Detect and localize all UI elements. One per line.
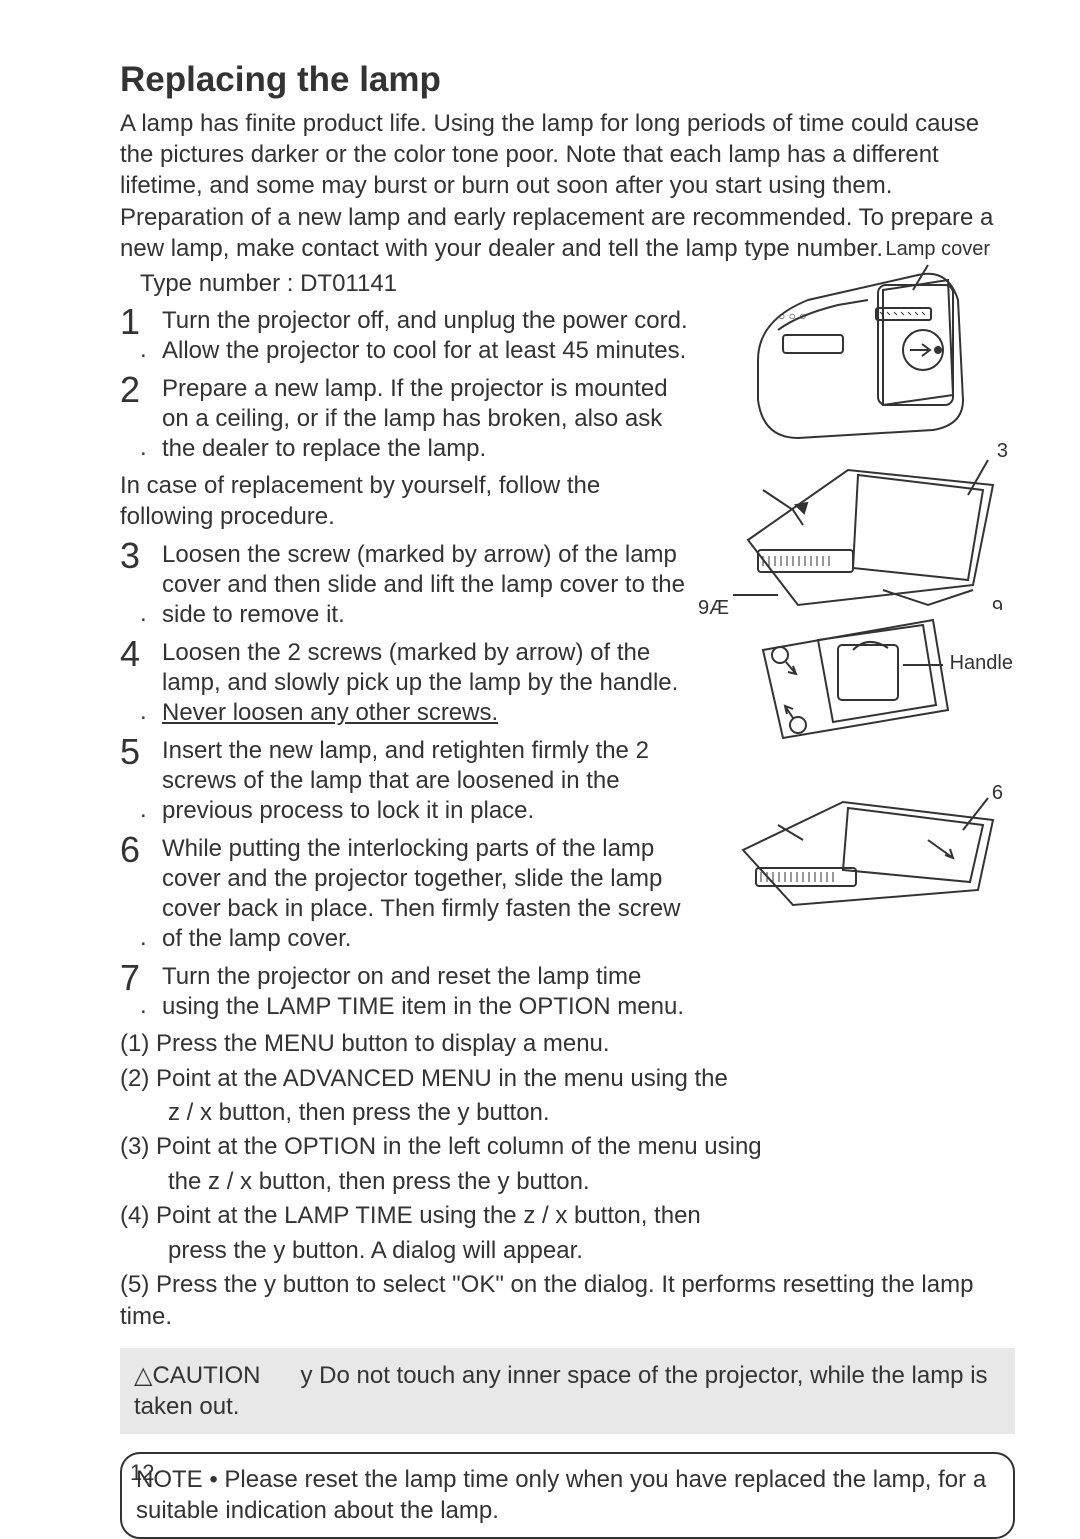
step-text: Prepare a new lamp. If the projector is … xyxy=(162,372,700,464)
step-number: 2 xyxy=(120,372,162,464)
steps-list-1: 1 Turn the projector off, and unplug the… xyxy=(120,304,700,464)
diagram-remove-cover: 3 9Æ 9 xyxy=(728,450,1008,615)
substep-2b: z / x button, then press the y button. xyxy=(120,1097,1000,1129)
diagram-lamp-cover: ○ ○ ○ xyxy=(748,260,1008,445)
step-text: Insert the new lamp, and retighten ﬁrmly… xyxy=(162,734,700,826)
step-number: 3 xyxy=(120,538,162,630)
step-number: 7 xyxy=(120,960,162,1022)
substep-1: (1) Press the MENU button to display a m… xyxy=(120,1028,1000,1060)
step-number: 6 xyxy=(120,832,162,954)
substep-3b: the z / x button, then press the y butto… xyxy=(120,1166,1000,1198)
diagram-lamp-handle: Handle xyxy=(738,610,1008,745)
step-number: 5 xyxy=(120,734,162,826)
step-1: 1 Turn the projector off, and unplug the… xyxy=(120,304,700,366)
step-text: Loosen the 2 screws (marked by arrow) of… xyxy=(162,636,700,728)
step-text: While putting the interlocking parts of … xyxy=(162,832,700,954)
step-number: 4 xyxy=(120,636,162,728)
substep-3a: (3) Point at the OPTION in the left colu… xyxy=(120,1131,1000,1163)
label-handle: Handle xyxy=(950,652,1013,675)
step-number: 1 xyxy=(120,304,162,366)
step-4-main: Loosen the 2 screws (marked by arrow) of… xyxy=(162,639,678,696)
step-3: 3 Loosen the screw (marked by arrow) of … xyxy=(120,538,700,630)
caution-box: △CAUTION y Do not touch any inner space … xyxy=(120,1348,1015,1434)
step-5: 5 Insert the new lamp, and retighten ﬁrm… xyxy=(120,734,700,826)
step-text: Turn the projector on and reset the lamp… xyxy=(162,960,700,1022)
caution-text: y Do not touch any inner space of the pr… xyxy=(134,1362,988,1420)
svg-text:○ ○ ○: ○ ○ ○ xyxy=(778,309,806,323)
diagram-cover-back: 6 xyxy=(728,790,1008,910)
step-4: 4 Loosen the 2 screws (marked by arrow) … xyxy=(120,636,700,728)
substep-4a: (4) Point at the LAMP TIME using the z /… xyxy=(120,1200,1000,1232)
page-container: Replacing the lamp A lamp has ﬁnite prod… xyxy=(0,0,1080,1526)
caution-label: △CAUTION xyxy=(134,1362,260,1389)
step-2: 2 Prepare a new lamp. If the projector i… xyxy=(120,372,700,464)
step-text: Turn the projector off, and unplug the p… xyxy=(162,304,700,366)
intro-paragraph: A lamp has ﬁnite product life. Using the… xyxy=(120,108,1015,264)
note-text: NOTE • Please reset the lamp time only w… xyxy=(136,1466,986,1524)
step-7: 7 Turn the projector on and reset the la… xyxy=(120,960,700,1022)
lamp-cover-label: Lamp cover xyxy=(886,238,991,261)
never-loosen: Never loosen any other screws. xyxy=(162,699,498,726)
step-6: 6 While putting the interlocking parts o… xyxy=(120,832,700,954)
page-title: Replacing the lamp xyxy=(120,60,1015,100)
substeps: (1) Press the MENU button to display a m… xyxy=(120,1028,1000,1334)
label-9-left: 9Æ xyxy=(698,597,729,620)
substep-4b: press the y button. A dialog will appear… xyxy=(120,1235,1000,1267)
label-6: 6 xyxy=(992,782,1003,805)
steps-list-2: 3 Loosen the screw (marked by arrow) of … xyxy=(120,538,700,1022)
page-number: 12 xyxy=(130,1460,154,1486)
sub-note: In case of replacement by yourself, foll… xyxy=(120,470,650,532)
step-text: Loosen the screw (marked by arrow) of th… xyxy=(162,538,700,630)
label-3: 3 xyxy=(997,440,1008,463)
substep-5: (5) Press the y button to select "OK" on… xyxy=(120,1269,1000,1334)
substep-2a: (2) Point at the ADVANCED MENU in the me… xyxy=(120,1063,1000,1095)
